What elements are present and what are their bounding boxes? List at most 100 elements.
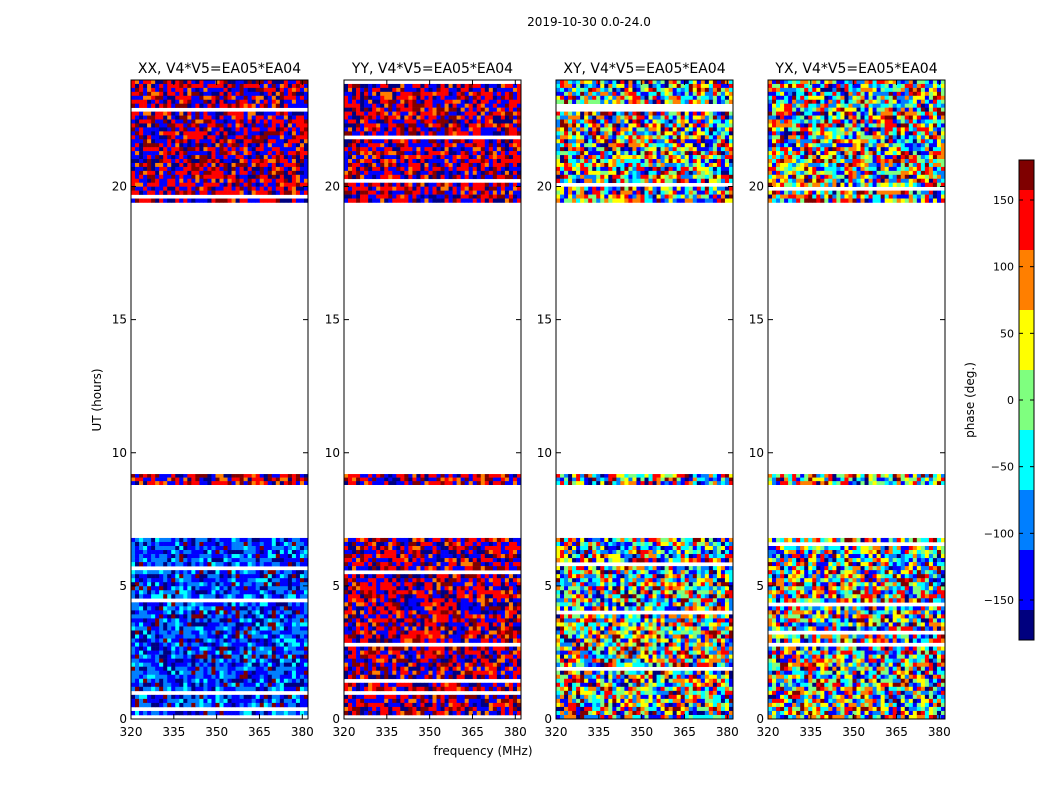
heatmap-cell (191, 622, 196, 627)
heatmap-cell (215, 170, 220, 176)
heatmap-cell (147, 131, 152, 136)
heatmap-cell (436, 634, 441, 639)
heatmap-cell (500, 562, 506, 567)
heatmap-cell (195, 159, 200, 164)
heatmap-cell (195, 654, 200, 659)
heatmap-cell (191, 634, 196, 639)
heatmap-cell (191, 650, 196, 655)
heatmap-cell (392, 638, 397, 643)
heatmap-cell (147, 642, 152, 647)
heatmap-cell (259, 570, 265, 575)
heatmap-cell (167, 590, 172, 595)
heatmap-cell (207, 602, 212, 607)
heatmap-cell (191, 91, 196, 97)
heatmap-cell (516, 710, 522, 716)
heatmap-cell (380, 666, 385, 672)
heatmap-cell (456, 610, 461, 615)
heatmap-cell (267, 682, 273, 688)
heatmap-cell (279, 174, 285, 180)
heatmap-cell (484, 618, 490, 623)
heatmap-cell (303, 694, 309, 700)
heatmap-cell (211, 638, 216, 643)
heatmap-cell (163, 162, 168, 168)
heatmap-cell (147, 702, 152, 708)
heatmap-cell (299, 127, 305, 132)
heatmap-cell (444, 702, 449, 708)
heatmap-cell (348, 626, 353, 631)
heatmap-cell (195, 670, 200, 676)
heatmap-cell (187, 151, 192, 156)
heatmap-cell (416, 537, 421, 543)
heatmap-cell (456, 626, 461, 631)
heatmap-cell (424, 694, 429, 700)
heatmap-cell (195, 574, 200, 579)
heatmap-cell (151, 186, 156, 191)
heatmap-cell (139, 630, 144, 635)
heatmap-cell (151, 658, 156, 663)
heatmap-cell (199, 178, 204, 184)
heatmap-cell (504, 618, 510, 623)
heatmap-cell (247, 582, 252, 587)
heatmap-cell (167, 123, 172, 128)
heatmap-cell (187, 570, 192, 575)
heatmap-cell (344, 646, 349, 651)
heatmap-cell (516, 706, 522, 712)
heatmap-cell (243, 162, 248, 168)
heatmap-cell (303, 190, 309, 195)
heatmap-cell (147, 119, 152, 124)
heatmap-cell (247, 710, 252, 716)
heatmap-cell (468, 566, 474, 571)
heatmap-cell (263, 654, 269, 659)
heatmap-cell (187, 650, 192, 655)
heatmap-cell (159, 477, 164, 482)
heatmap-cell (195, 103, 200, 108)
heatmap-cell (187, 550, 192, 555)
heatmap-cell (448, 474, 453, 478)
heatmap-cell (287, 654, 293, 659)
heatmap-cell (179, 558, 184, 563)
heatmap-cell (352, 630, 357, 635)
heatmap-cell (508, 674, 514, 680)
heatmap-cell (512, 634, 518, 639)
heatmap-cell (480, 554, 486, 559)
heatmap-cell (219, 674, 224, 680)
heatmap-cell (444, 537, 449, 543)
heatmap-cell (275, 626, 281, 631)
heatmap-cell (448, 578, 453, 583)
heatmap-cell (203, 115, 208, 120)
heatmap-cell (239, 594, 244, 599)
heatmap-cell (263, 554, 269, 559)
heatmap-cell (492, 618, 498, 623)
heatmap-cell (131, 87, 136, 93)
heatmap-cell (416, 654, 421, 659)
heatmap-cell (376, 702, 381, 708)
heatmap-cell (452, 550, 457, 555)
heatmap-cell (199, 162, 204, 168)
heatmap-cell (243, 554, 248, 559)
heatmap-cell (243, 698, 248, 704)
heatmap-cell (211, 710, 216, 716)
heatmap-cell (147, 674, 152, 680)
heatmap-cell (183, 634, 188, 639)
heatmap-cell (283, 119, 289, 124)
heatmap-cell (352, 537, 357, 543)
heatmap-cell (508, 710, 514, 716)
heatmap-cell (424, 666, 429, 672)
heatmap-cell (231, 662, 236, 667)
heatmap-cell (203, 578, 208, 583)
heatmap-cell (295, 95, 301, 101)
heatmap-cell (404, 682, 409, 688)
heatmap-cell (271, 674, 277, 680)
heatmap-cell (159, 99, 164, 104)
heatmap-cell (448, 654, 453, 659)
heatmap-cell (135, 590, 140, 595)
heatmap-cell (211, 562, 216, 567)
heatmap-cell (207, 550, 212, 555)
heatmap-cell (163, 698, 168, 704)
heatmap-cell (368, 706, 373, 712)
heatmap-cell (275, 91, 281, 97)
heatmap-cell (279, 162, 285, 168)
heatmap-cell (211, 170, 216, 176)
heatmap-cell (251, 83, 256, 89)
heatmap-cell (203, 95, 208, 101)
